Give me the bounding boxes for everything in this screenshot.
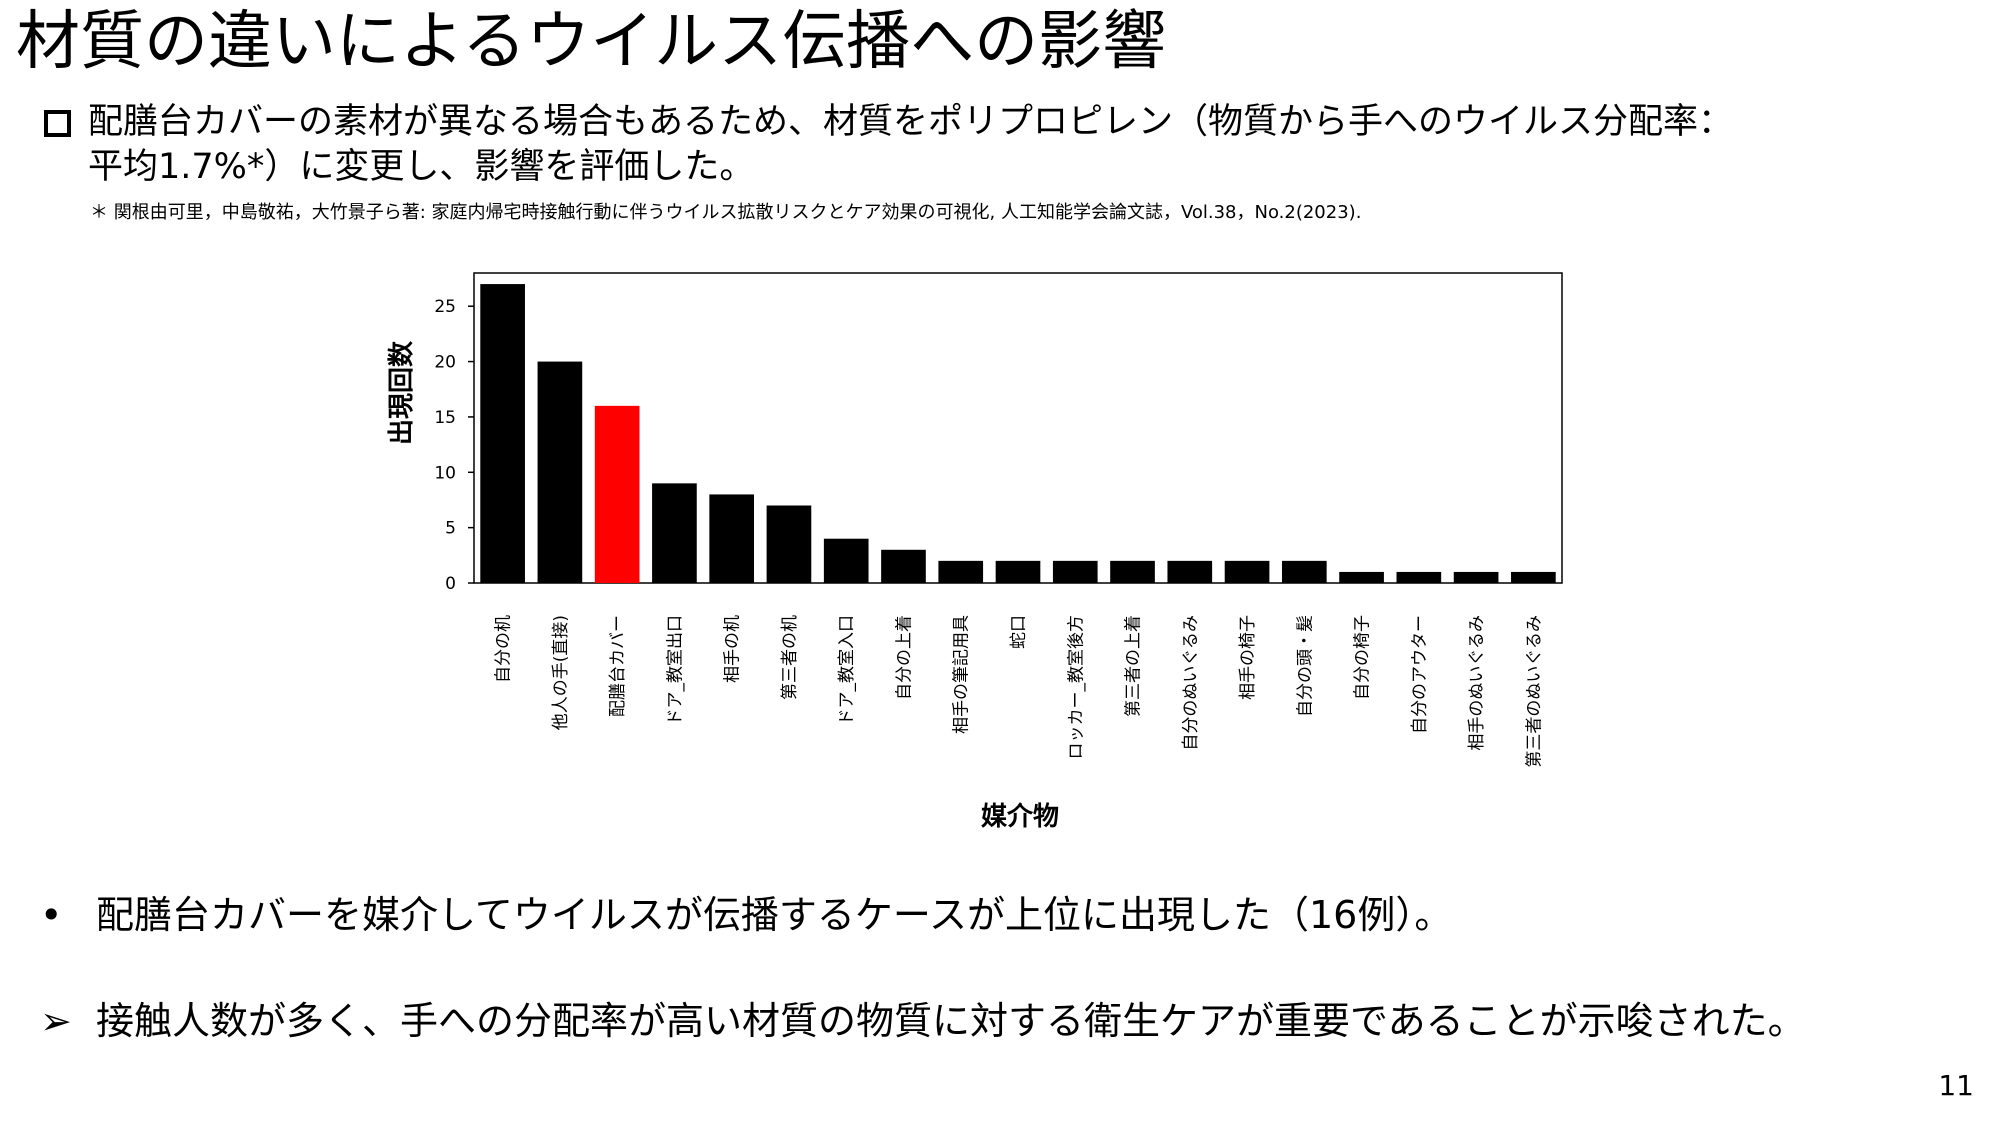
bar (1110, 560, 1155, 583)
bar-highlight (594, 405, 640, 583)
x-tick-label: 相手の机 (723, 615, 743, 683)
slide-title: 材質の違いによるウイルス伝播への影響 (16, 5, 1167, 79)
bullet-finding: • 配膳台カバーを媒介してウイルスが伝播するケースが上位に出現した（16例）。 (40, 890, 1452, 940)
bar (766, 505, 812, 583)
x-tick-label: 相手の椅子 (1238, 615, 1258, 700)
x-tick-label: 自分の上着 (894, 615, 914, 700)
bar (1167, 560, 1213, 583)
arrow-bullet-icon: ➢ (40, 999, 72, 1043)
y-axis-title: 出現回数 (387, 340, 417, 445)
x-tick-label: 自分のアウター (1410, 615, 1430, 734)
y-tick-label: 0 (445, 574, 456, 594)
x-tick-label: 自分の頭・髪 (1295, 615, 1315, 717)
bullet-finding-text: 配膳台カバーを媒介してウイルスが伝播するケースが上位に出現した（16例）。 (96, 893, 1453, 937)
x-tick-label: 第三者の上着 (1124, 615, 1144, 717)
bar (709, 494, 755, 583)
bar-chart: 0 5 10 15 20 25 自分の机 他人の手(直接) 配膳台カバー ドア_教室出口 相手の机 第… (387, 272, 1563, 832)
bar (1339, 571, 1384, 583)
bar (652, 483, 697, 583)
bar (480, 284, 525, 583)
x-tick-label: ドア_教室入口 (837, 615, 857, 726)
bar (1511, 571, 1556, 583)
x-tick-label: 自分の椅子 (1353, 615, 1373, 700)
bar (938, 560, 984, 583)
x-tick-label: 配膳台カバー (608, 615, 628, 717)
y-tick-label: 10 (434, 463, 456, 483)
reference-footnote: ＊ 関根由可里，中島敬祐，大竹景子ら著: 家庭内帰宅時接触行動に伴うウイルス拡散… (90, 202, 1362, 223)
bar (995, 560, 1041, 583)
x-tick-label: 自分の机 (494, 615, 514, 683)
x-tick-label: 相手の筆記用具 (952, 615, 972, 734)
bar (1052, 560, 1098, 583)
y-tick-label: 5 (445, 519, 456, 539)
bar (1281, 560, 1327, 583)
x-tick-label: 他人の手(直接) (551, 615, 571, 730)
bar (1396, 571, 1442, 583)
x-tick-label: 第三者のぬいぐるみ (1524, 615, 1544, 768)
x-axis-title: 媒介物 (981, 802, 1059, 832)
bullet-dot-icon: • (40, 893, 63, 937)
y-tick-label: 25 (434, 297, 456, 317)
bar (1224, 560, 1270, 583)
y-tick-label: 20 (434, 353, 456, 373)
page-number: 11 (1938, 1069, 1974, 1102)
bullet-conclusion-text: 接触人数が多く、手への分配率が高い材質の物質に対する衛生ケアが重要であることが示… (96, 999, 1806, 1043)
x-tick-label: ドア_教室出口 (665, 615, 685, 726)
intro-line-1: 配膳台カバーの素材が異なる場合もあるため、材質をポリプロピレン（物質から手へのウ… (88, 102, 1734, 142)
x-tick-label: 自分のぬいぐるみ (1181, 615, 1201, 751)
x-tick-label: 蛇口 (1009, 615, 1029, 649)
bar (537, 361, 583, 583)
x-tick-label: 第三者の机 (780, 615, 800, 700)
square-bullet-icon (44, 110, 71, 137)
bar (823, 538, 869, 583)
x-tick-label: 相手のぬいぐるみ (1467, 615, 1487, 751)
bar (1453, 571, 1499, 583)
bullet-conclusion: ➢ 接触人数が多く、手への分配率が高い材質の物質に対する衛生ケアが重要であることが… (40, 996, 1806, 1046)
x-tick-label: ロッカー_教室後方 (1066, 615, 1086, 760)
y-tick-label: 15 (434, 408, 456, 428)
bar (881, 549, 926, 583)
intro-line-2: 平均1.7%*）に変更し、影響を評価した。 (88, 147, 755, 187)
